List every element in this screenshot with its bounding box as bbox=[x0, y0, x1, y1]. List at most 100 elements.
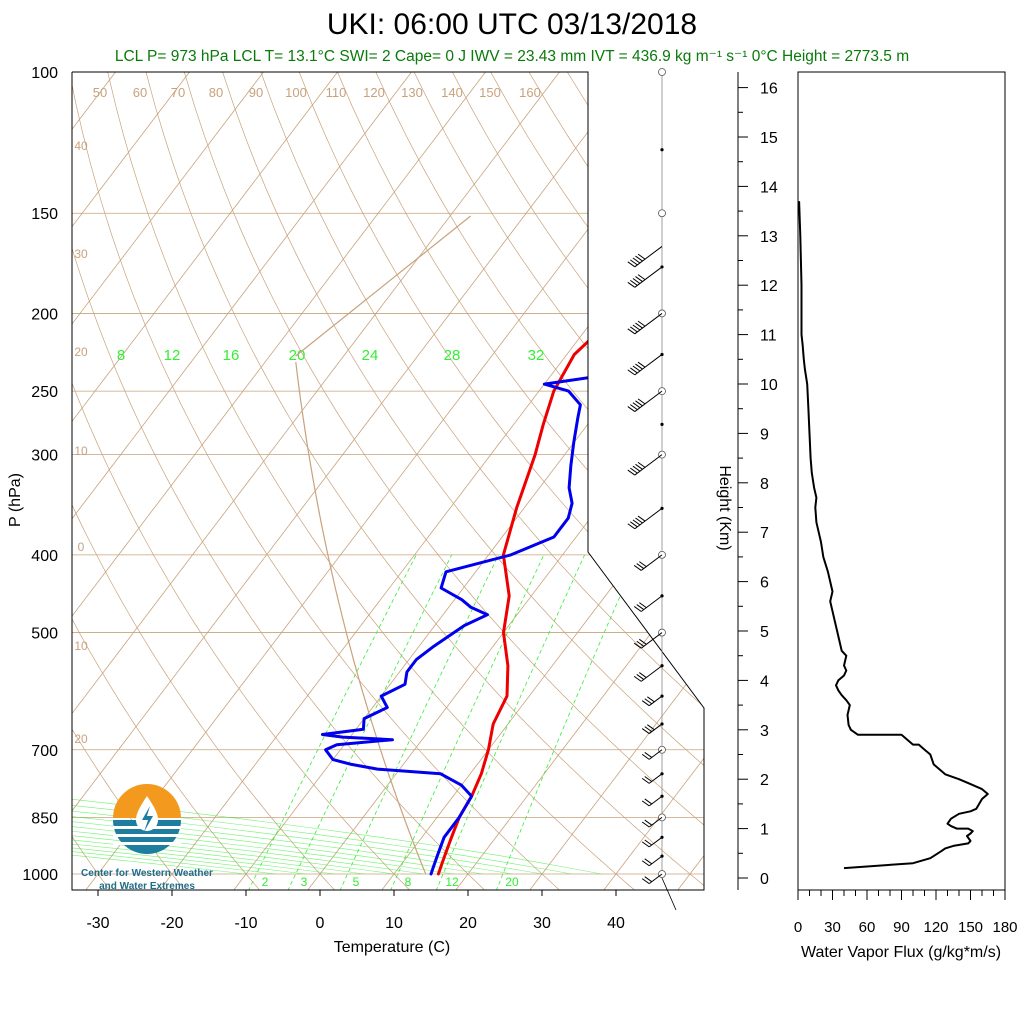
wind-barb-column bbox=[627, 68, 677, 911]
wind-barb-feather bbox=[644, 876, 653, 883]
pressure-tick-label: 150 bbox=[31, 206, 58, 223]
wind-barb-feather bbox=[630, 259, 638, 266]
wind-barb-staff bbox=[634, 507, 663, 530]
pressure-tick-label: 850 bbox=[31, 810, 58, 827]
isotherm-label-top: 140 bbox=[441, 85, 463, 100]
mixing-ratio-label-top: 28 bbox=[444, 347, 461, 364]
wind-barb bbox=[641, 836, 663, 848]
wind-barb-staff bbox=[640, 554, 663, 571]
isotherm-label-top: 70 bbox=[171, 85, 185, 100]
dry-adiabat bbox=[72, 72, 186, 890]
height-tick-label: 15 bbox=[760, 130, 778, 147]
isotherm-line bbox=[751, 72, 1024, 891]
wind-barb bbox=[641, 773, 663, 784]
isotherm-line bbox=[72, 72, 190, 890]
temperature-tick-label: 0 bbox=[316, 915, 325, 932]
mixing-ratio-label-bottom: 3 bbox=[301, 875, 308, 889]
wind-barb-feather bbox=[632, 278, 641, 284]
wind-barb-staff bbox=[634, 354, 663, 376]
pressure-tick-label: 1000 bbox=[22, 867, 58, 884]
wind-barb-feather bbox=[627, 369, 636, 376]
dry-adiabat-label: 10 bbox=[605, 555, 627, 577]
dry-adiabat bbox=[145, 72, 704, 890]
mixing-ratio-label-bottom: 12 bbox=[445, 875, 459, 889]
flux-tick-label: 150 bbox=[958, 919, 983, 936]
isotherm-line bbox=[306, 72, 704, 890]
wind-barb-feather bbox=[632, 365, 641, 372]
wind-barb-staff bbox=[634, 454, 663, 476]
mixing-ratio-label-bottom: 20 bbox=[505, 875, 519, 889]
mixing-ratio-line bbox=[247, 554, 417, 890]
dry-adiabat-label: 20 bbox=[644, 605, 666, 627]
wind-barb bbox=[627, 390, 663, 412]
height-tick-label: 0 bbox=[760, 871, 769, 888]
temperature-tick-label: -30 bbox=[86, 915, 109, 932]
mixing-ratio-line bbox=[339, 554, 499, 890]
pressure-tick-label: 700 bbox=[31, 743, 58, 760]
pressure-tick-label: 250 bbox=[31, 384, 58, 401]
wind-barb bbox=[627, 454, 663, 476]
wind-barb-feather bbox=[639, 638, 647, 645]
temperature-tick-label: 10 bbox=[385, 915, 403, 932]
wind-barb-staff bbox=[634, 266, 663, 288]
isotherm-line bbox=[380, 72, 704, 890]
height-tick-label: 2 bbox=[760, 772, 769, 789]
height-tick-label: 9 bbox=[760, 426, 769, 443]
dry-adiabat bbox=[567, 72, 704, 890]
wind-barb-feather bbox=[644, 752, 653, 758]
wind-barb-feather bbox=[630, 279, 638, 286]
wind-barb-staff bbox=[648, 723, 663, 734]
mixing-ratio-label-top: 16 bbox=[223, 347, 240, 364]
moist-adiabat bbox=[72, 313, 424, 875]
mixing-ratio-line bbox=[389, 554, 545, 890]
wind-barb-staff bbox=[648, 836, 663, 848]
isotherm-line bbox=[72, 72, 338, 890]
isotherm-label-top: 110 bbox=[326, 85, 347, 100]
mixing-ratio-line bbox=[495, 554, 639, 890]
isotherm-line bbox=[72, 72, 634, 890]
wind-barb-feather bbox=[641, 777, 650, 784]
wind-level-dot bbox=[660, 422, 664, 426]
skew-t-series bbox=[295, 211, 704, 876]
wind-barb-feather bbox=[632, 465, 641, 472]
temperature-tick-label: -20 bbox=[160, 915, 183, 932]
dry-adiabat-label: 30 bbox=[589, 151, 611, 173]
dewpoint-curve bbox=[320, 211, 676, 876]
wind-barb-feather bbox=[630, 521, 638, 528]
isotherm-line bbox=[72, 72, 560, 890]
chart-title: UKI: 06:00 UTC 03/13/2018 bbox=[326, 8, 698, 41]
wind-barb-feather bbox=[635, 276, 643, 282]
wind-barb-feather bbox=[644, 839, 653, 846]
wind-barb-feather bbox=[637, 515, 646, 522]
wind-barb-feather bbox=[633, 675, 642, 682]
wind-barb-feather bbox=[641, 753, 650, 760]
dry-adiabat bbox=[72, 72, 561, 890]
isotherm-label-top: 50 bbox=[93, 85, 107, 100]
height-tick-label: 11 bbox=[760, 328, 777, 345]
wind-barb-feather bbox=[647, 724, 655, 731]
isotherm-label-left: 20 bbox=[74, 345, 88, 359]
wind-barb-staff bbox=[648, 873, 663, 884]
wind-barb-staff bbox=[648, 855, 663, 867]
skew-t-frame bbox=[71, 71, 705, 891]
wind-barb-feather bbox=[641, 878, 650, 885]
wind-barb-feather bbox=[637, 398, 646, 405]
wind-barb bbox=[641, 816, 663, 828]
wind-barb bbox=[633, 554, 663, 571]
height-tick-label: 1 bbox=[760, 822, 769, 839]
wind-barb-feather bbox=[639, 672, 647, 678]
wind-barb-feather bbox=[630, 367, 638, 374]
wind-barb-feather bbox=[630, 404, 638, 411]
pressure-tick-label: 400 bbox=[31, 548, 58, 565]
mixing-ratio-label-top: 8 bbox=[117, 347, 125, 364]
pressure-tick-label: 100 bbox=[31, 65, 58, 82]
wind-barb-feather bbox=[644, 726, 653, 733]
wind-barb bbox=[641, 855, 663, 867]
dry-adiabat bbox=[643, 72, 704, 890]
wind-barb-feather bbox=[644, 776, 653, 782]
isotherm-line bbox=[454, 72, 704, 890]
flux-curve bbox=[798, 201, 989, 870]
wind-barb-feather bbox=[630, 326, 638, 333]
